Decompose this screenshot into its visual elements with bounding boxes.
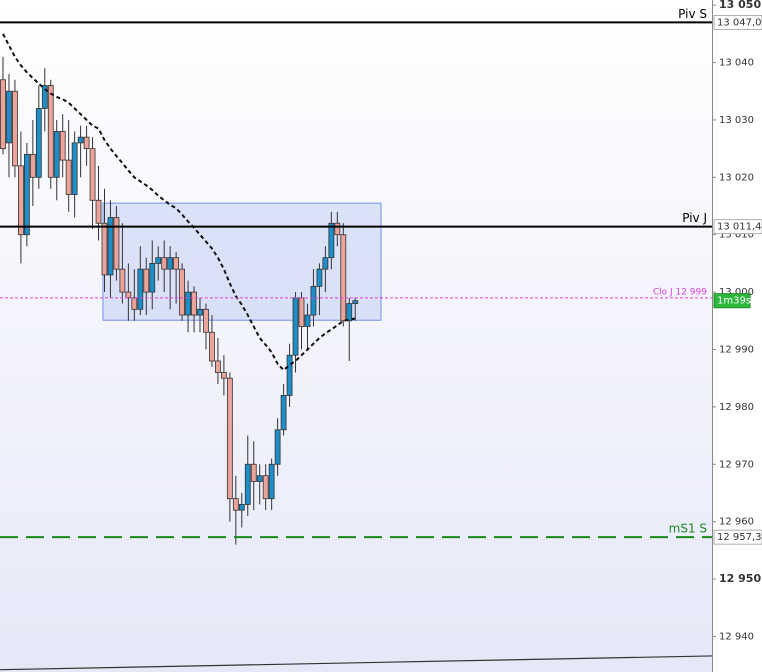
level-value-label: 13 047,0 xyxy=(717,17,762,28)
candle-body xyxy=(101,222,108,276)
y-tick-label: 12 970 xyxy=(719,459,754,470)
candle-body xyxy=(238,504,245,511)
candle-body xyxy=(41,85,48,109)
candle-body xyxy=(131,297,138,310)
candle-body xyxy=(322,257,329,270)
y-tick-label: 12 940 xyxy=(719,631,754,642)
candle-body xyxy=(185,291,191,316)
candle-body xyxy=(232,498,239,511)
level-value-label: 12 957,3 xyxy=(717,532,762,543)
candle-body xyxy=(119,268,126,293)
moving-average xyxy=(2,33,356,372)
candle-body xyxy=(215,360,221,373)
level-name: Piv J xyxy=(682,211,707,225)
level-name: Piv S xyxy=(678,7,707,21)
candle-body xyxy=(113,217,120,270)
candle-body xyxy=(197,308,203,316)
candle-body xyxy=(262,475,269,500)
zone xyxy=(102,202,382,321)
candle-body xyxy=(29,153,36,178)
y-tick-label: 13 010 xyxy=(719,230,754,241)
candle-body xyxy=(47,85,54,178)
candle-body xyxy=(125,291,132,299)
candle-body xyxy=(292,297,299,356)
candle-body xyxy=(352,300,359,304)
candle-body xyxy=(83,136,90,150)
candle-body xyxy=(149,263,156,293)
level-name: Clo J 12 999 xyxy=(653,287,707,297)
candle-body xyxy=(226,377,233,500)
candle-body xyxy=(310,285,317,316)
y-tick-label: 12 960 xyxy=(719,517,754,528)
candle-body xyxy=(274,429,281,465)
candle-body xyxy=(334,222,341,236)
countdown-box xyxy=(713,293,751,309)
candle-body xyxy=(0,79,6,150)
y-tick-label: 13 050 xyxy=(719,0,761,11)
level-value-box xyxy=(713,219,762,235)
trendline xyxy=(0,655,713,671)
candle-body xyxy=(53,131,60,178)
candle-body xyxy=(209,331,215,362)
level-value-label: 13 011,4 xyxy=(717,222,762,233)
candle-body xyxy=(173,257,180,270)
candle-body xyxy=(220,372,227,379)
candle-body xyxy=(137,268,144,310)
y-tick-label: 13 030 xyxy=(719,115,754,126)
candle-body xyxy=(316,268,323,287)
candle-body xyxy=(18,165,24,236)
candle-body xyxy=(244,463,251,505)
candle-body xyxy=(35,108,42,178)
candle-body xyxy=(155,257,162,264)
y-tick-label: 13 000 xyxy=(719,287,754,298)
plot-background xyxy=(0,0,712,672)
candle-body xyxy=(298,297,305,327)
candle-body xyxy=(179,268,186,316)
candle-body xyxy=(250,463,257,482)
candle-body xyxy=(203,308,209,333)
candle-body xyxy=(286,354,293,396)
candle-body xyxy=(191,291,197,316)
axis-background xyxy=(712,0,762,672)
candle-body xyxy=(65,159,72,195)
candle-body xyxy=(12,90,18,167)
candle-body xyxy=(328,222,335,259)
candle-body xyxy=(23,153,30,236)
y-tick-label: 12 980 xyxy=(719,402,754,413)
candle-body xyxy=(6,90,12,144)
level-value-box xyxy=(713,14,762,30)
candle-body xyxy=(280,394,287,431)
candle-body xyxy=(346,303,353,322)
y-tick-label: 12 950 xyxy=(719,572,761,585)
candle-body xyxy=(304,314,311,327)
y-tick-label: 12 990 xyxy=(719,344,754,355)
candle-body xyxy=(95,199,102,224)
y-tick-label: 13 020 xyxy=(719,172,754,183)
candle-body xyxy=(77,136,84,144)
candle-body xyxy=(71,142,78,195)
candle-body xyxy=(167,257,174,270)
candle-body xyxy=(143,268,150,293)
countdown: 1m39s xyxy=(717,296,751,307)
candle-body xyxy=(59,131,66,161)
candle-body xyxy=(107,217,114,276)
candle-body xyxy=(256,475,263,482)
candle-body xyxy=(340,234,347,322)
level-value-box xyxy=(713,529,762,545)
candle-body xyxy=(161,257,168,270)
candle-body xyxy=(89,148,96,201)
candle-body xyxy=(268,463,275,500)
level-name: mS1 S xyxy=(669,522,707,536)
y-tick-label: 13 040 xyxy=(719,58,754,69)
